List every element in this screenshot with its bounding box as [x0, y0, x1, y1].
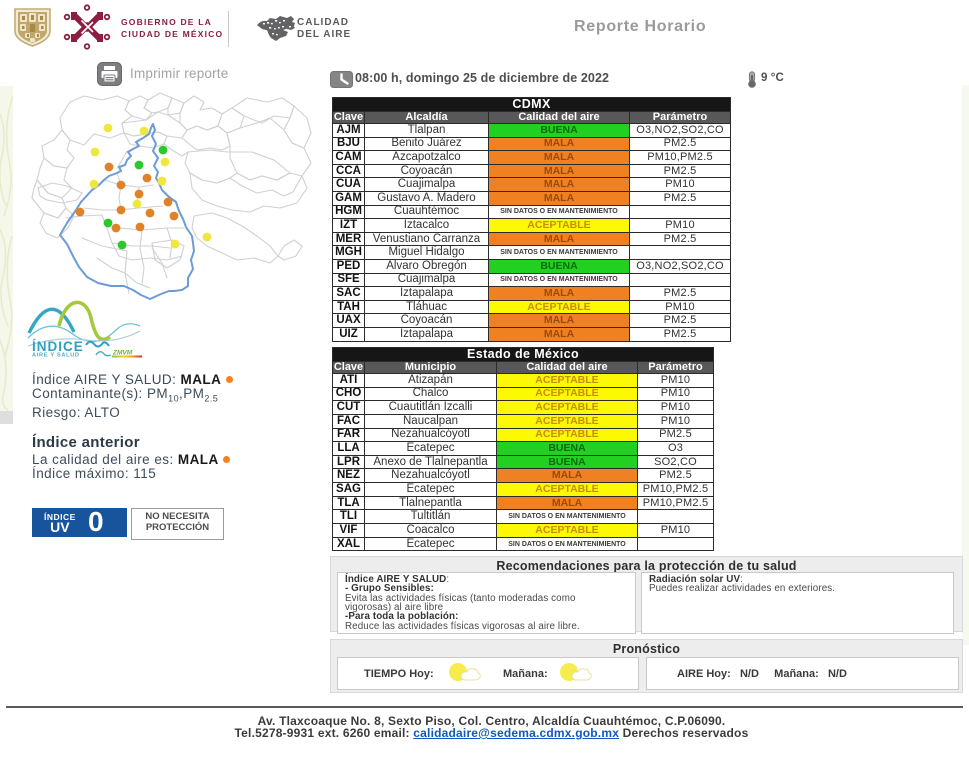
svg-text:AIRE Y SALUD: AIRE Y SALUD: [32, 353, 80, 359]
svg-text:ÍNDICE: ÍNDICE: [32, 339, 84, 354]
svg-text:ZMVM: ZMVM: [112, 350, 133, 357]
